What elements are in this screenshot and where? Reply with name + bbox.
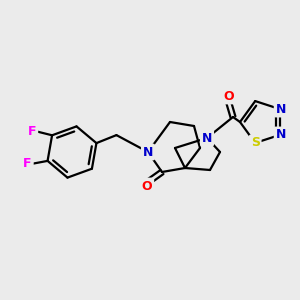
Text: F: F (23, 158, 32, 170)
Text: F: F (28, 125, 36, 138)
Text: S: S (251, 136, 260, 149)
Text: O: O (224, 89, 234, 103)
Text: N: N (202, 131, 212, 145)
Text: N: N (143, 146, 153, 158)
Text: N: N (276, 128, 286, 141)
Text: O: O (142, 179, 152, 193)
Text: N: N (276, 103, 286, 116)
